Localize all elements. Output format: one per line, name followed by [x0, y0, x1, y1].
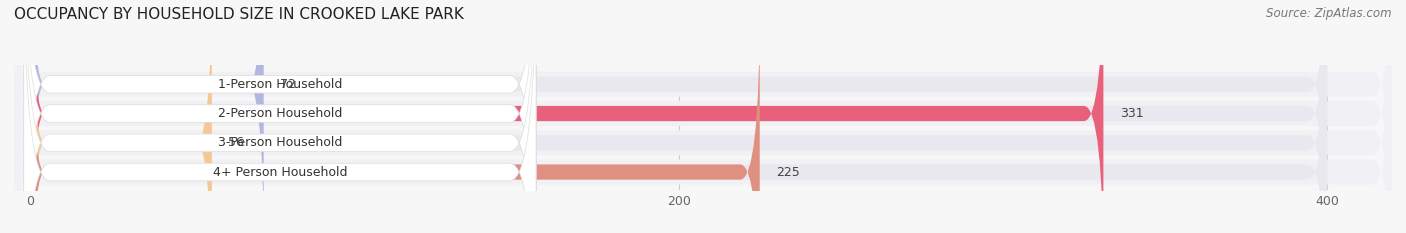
FancyBboxPatch shape	[31, 0, 1327, 233]
Text: 4+ Person Household: 4+ Person Household	[212, 165, 347, 178]
FancyBboxPatch shape	[14, 9, 1392, 233]
FancyBboxPatch shape	[31, 0, 1327, 233]
Text: 72: 72	[280, 78, 295, 91]
FancyBboxPatch shape	[14, 0, 1392, 233]
FancyBboxPatch shape	[24, 0, 536, 233]
Text: OCCUPANCY BY HOUSEHOLD SIZE IN CROOKED LAKE PARK: OCCUPANCY BY HOUSEHOLD SIZE IN CROOKED L…	[14, 7, 464, 22]
Text: Source: ZipAtlas.com: Source: ZipAtlas.com	[1267, 7, 1392, 20]
Text: 225: 225	[776, 165, 800, 178]
FancyBboxPatch shape	[31, 0, 1327, 233]
Text: 331: 331	[1119, 107, 1143, 120]
Text: 56: 56	[228, 136, 243, 149]
FancyBboxPatch shape	[24, 0, 536, 233]
Text: 2-Person Household: 2-Person Household	[218, 107, 342, 120]
Text: 3-Person Household: 3-Person Household	[218, 136, 342, 149]
FancyBboxPatch shape	[31, 0, 1104, 233]
FancyBboxPatch shape	[14, 0, 1392, 233]
FancyBboxPatch shape	[31, 0, 212, 233]
FancyBboxPatch shape	[31, 4, 759, 233]
FancyBboxPatch shape	[14, 0, 1392, 233]
FancyBboxPatch shape	[31, 4, 1327, 233]
FancyBboxPatch shape	[24, 0, 536, 233]
Text: 1-Person Household: 1-Person Household	[218, 78, 342, 91]
FancyBboxPatch shape	[31, 0, 264, 233]
FancyBboxPatch shape	[24, 0, 536, 233]
